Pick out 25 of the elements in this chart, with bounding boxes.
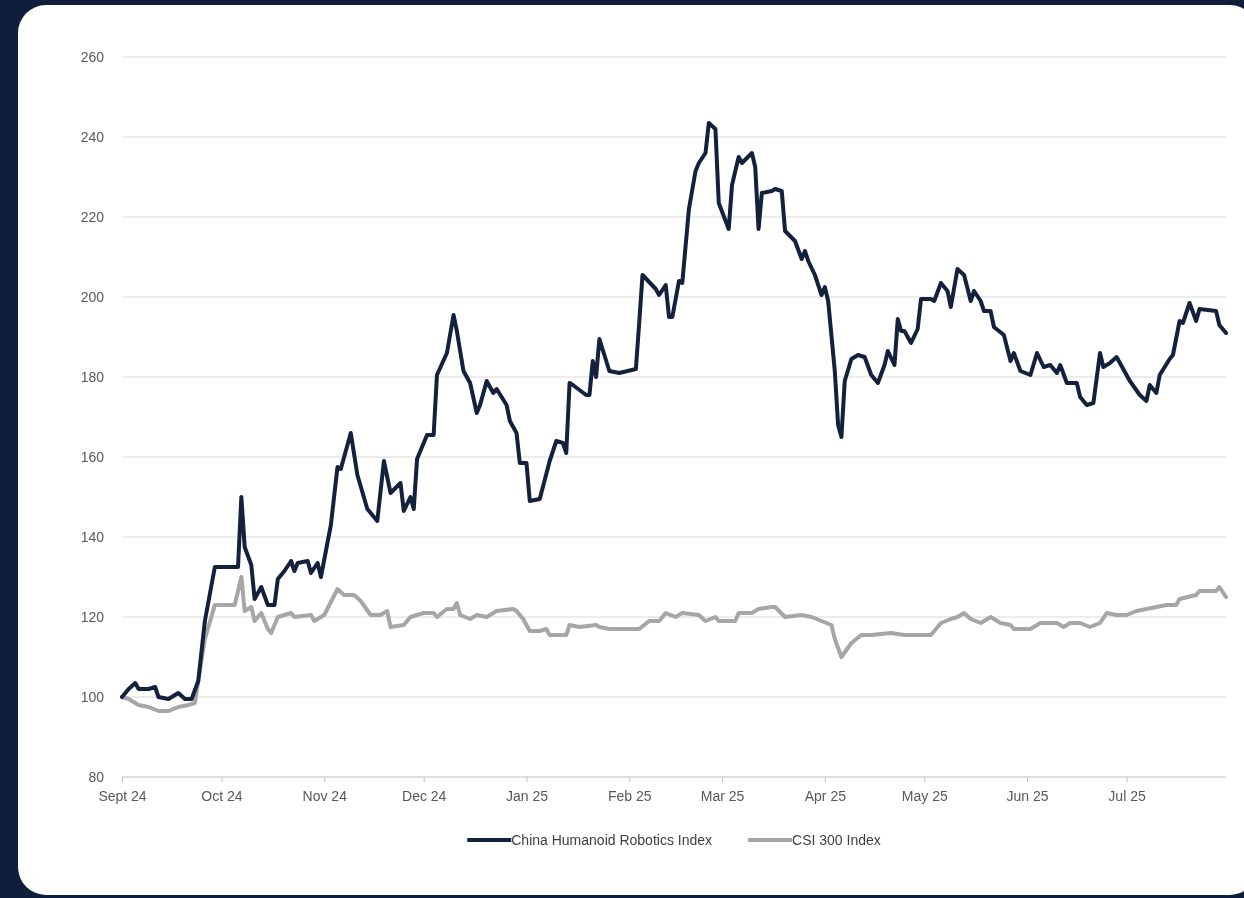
x-tick-label: May 25 (901, 787, 948, 804)
line-series (120, 575, 1228, 713)
x-tick-label: Mar 25 (700, 787, 745, 804)
y-tick-label: 200 (80, 288, 105, 305)
legend-label: CSI 300 Index (792, 832, 881, 848)
y-tick-label: 260 (80, 48, 105, 65)
legend-label: China Humanoid Robotics Index (511, 832, 713, 848)
x-tick-label: Dec 24 (402, 787, 447, 804)
x-tick-label: Feb 25 (607, 787, 652, 804)
x-tick-label: Nov 24 (302, 787, 348, 804)
line-series (120, 121, 1228, 701)
y-tick-label: 120 (80, 608, 105, 625)
x-tick-label: Sept 24 (98, 787, 147, 804)
y-tick-label: 80 (88, 768, 105, 785)
y-tick-label: 220 (80, 208, 105, 225)
x-tick-label: Jul 25 (1108, 787, 1146, 804)
y-tick-label: 240 (80, 128, 105, 145)
x-tick-label: Jan 25 (505, 787, 549, 804)
y-tick-label: 160 (80, 448, 105, 465)
x-tick-label: Apr 25 (804, 787, 847, 804)
y-tick-label: 100 (80, 688, 105, 705)
y-tick-label: 180 (80, 368, 105, 385)
x-tick-label: Jun 25 (1006, 787, 1049, 804)
x-tick-label: Oct 24 (201, 787, 243, 804)
y-tick-label: 140 (80, 528, 105, 545)
